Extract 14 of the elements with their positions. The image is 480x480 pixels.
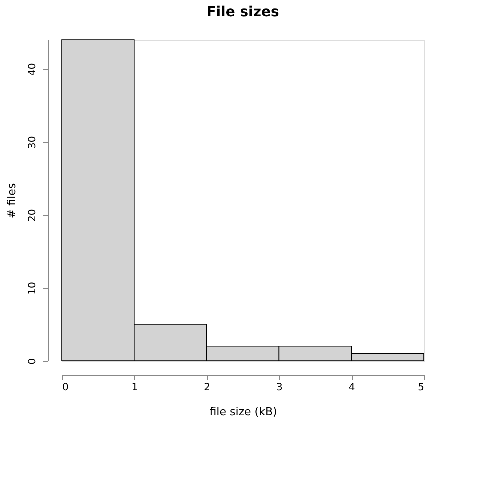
x-tick-label: 5 (418, 382, 424, 394)
y-tick-label: 30 (28, 136, 38, 150)
x-tick-label: 3 (276, 382, 283, 394)
y-tick-label: 40 (28, 63, 38, 76)
chart-title: File sizes (206, 4, 280, 21)
y-tick-label: 0 (28, 358, 38, 365)
x-tick-label: 1 (132, 382, 138, 394)
x-axis-title: file size (kB) (210, 406, 278, 418)
x-tick-label: 4 (348, 382, 356, 394)
y-tick-label: 20 (28, 209, 38, 222)
y-axis-title: # files (6, 183, 18, 219)
y-tick-label: 10 (28, 282, 38, 295)
x-tick-label: 0 (62, 382, 69, 394)
x-tick-label: 2 (204, 382, 210, 394)
